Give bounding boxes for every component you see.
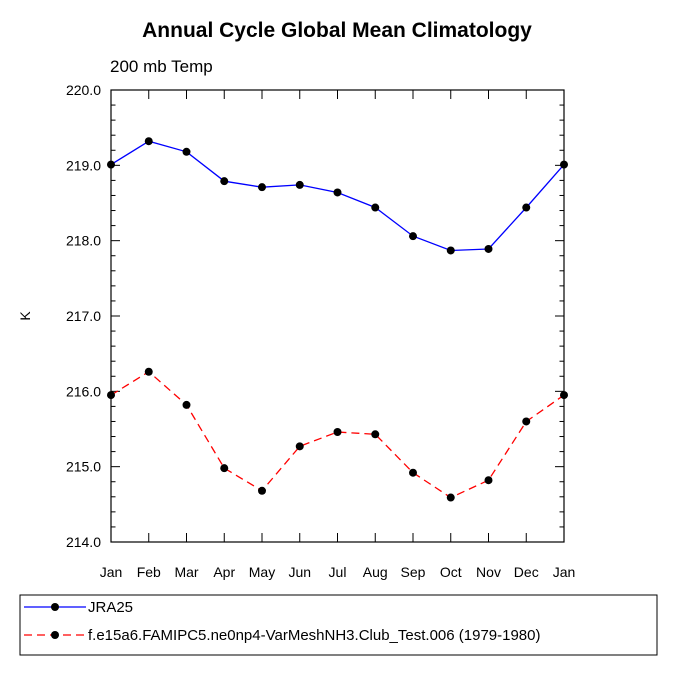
- chart-title: Annual Cycle Global Mean Climatology: [142, 19, 532, 42]
- series-2-point: [484, 476, 493, 485]
- series-1-point: [446, 246, 455, 255]
- series-2-point: [182, 400, 191, 409]
- y-tick-label: 219.0: [66, 157, 101, 173]
- legend-label-2: f.e15a6.FAMIPC5.ne0np4-VarMeshNH3.Club_T…: [88, 627, 540, 644]
- series-layer: [107, 137, 568, 502]
- x-tick-label: Dec: [514, 564, 539, 580]
- series-1-point: [144, 137, 153, 146]
- series-1-point: [484, 244, 493, 253]
- series-1-point: [182, 147, 191, 156]
- x-tick-label: Apr: [213, 564, 235, 580]
- x-tick-label: Feb: [137, 564, 161, 580]
- chart-subtitle: 200 mb Temp: [110, 57, 213, 76]
- series-1-point: [220, 177, 229, 186]
- legend-box: [19, 594, 658, 656]
- series-1-point: [333, 188, 342, 197]
- x-tick-label: Jan: [553, 564, 576, 580]
- series-1-point: [295, 180, 304, 189]
- y-tick-label: 214.0: [66, 534, 101, 550]
- y-tick-label: 217.0: [66, 308, 101, 324]
- x-tick-label: Jun: [288, 564, 311, 580]
- series-2-point: [107, 391, 115, 400]
- x-tick-label: Jul: [329, 564, 347, 580]
- x-tick-label: Nov: [476, 564, 501, 580]
- series-2-point: [409, 468, 417, 477]
- series-1-point: [409, 232, 417, 241]
- series-1-point: [371, 203, 380, 212]
- series-1-point: [258, 183, 266, 192]
- x-tick-label: Jan: [100, 564, 123, 580]
- series-2-point: [295, 442, 304, 451]
- series-2-point: [446, 493, 455, 502]
- x-tick-label: Sep: [401, 564, 426, 580]
- series-1-point: [107, 160, 115, 169]
- series-2-point: [333, 428, 342, 437]
- x-tick-label: May: [249, 564, 275, 580]
- series-1-point: [522, 203, 531, 212]
- y-tick-label: 216.0: [66, 383, 101, 399]
- legend-swatch-marker-2: [51, 631, 59, 639]
- series-2-point: [560, 391, 568, 400]
- y-tick-label: 218.0: [66, 233, 101, 249]
- x-tick-label: Aug: [363, 564, 388, 580]
- x-tick-label: Oct: [440, 564, 462, 580]
- series-2-point: [258, 486, 266, 495]
- legend-swatch-marker-1: [51, 603, 59, 611]
- axes: 214.0 215.0 216.0 217.0 218.0 219.0 220.0 Jan Fe…: [66, 82, 575, 580]
- y-axis-label: K: [17, 311, 33, 321]
- y-tick-label: 220.0: [66, 82, 101, 98]
- y-tick-label: 215.0: [66, 459, 101, 475]
- series-1-point: [560, 160, 568, 169]
- plot-frame: [110, 89, 565, 543]
- legend-label-1: JRA25: [88, 599, 133, 616]
- x-tick-label: Mar: [174, 564, 198, 580]
- series-2-point: [220, 464, 229, 473]
- series-2-point: [371, 430, 380, 439]
- series-2-point: [522, 417, 531, 426]
- legend: JRA25 f.e15a6.FAMIPC5.ne0np4-VarMeshNH3.C…: [19, 594, 658, 656]
- series-2-point: [144, 367, 153, 376]
